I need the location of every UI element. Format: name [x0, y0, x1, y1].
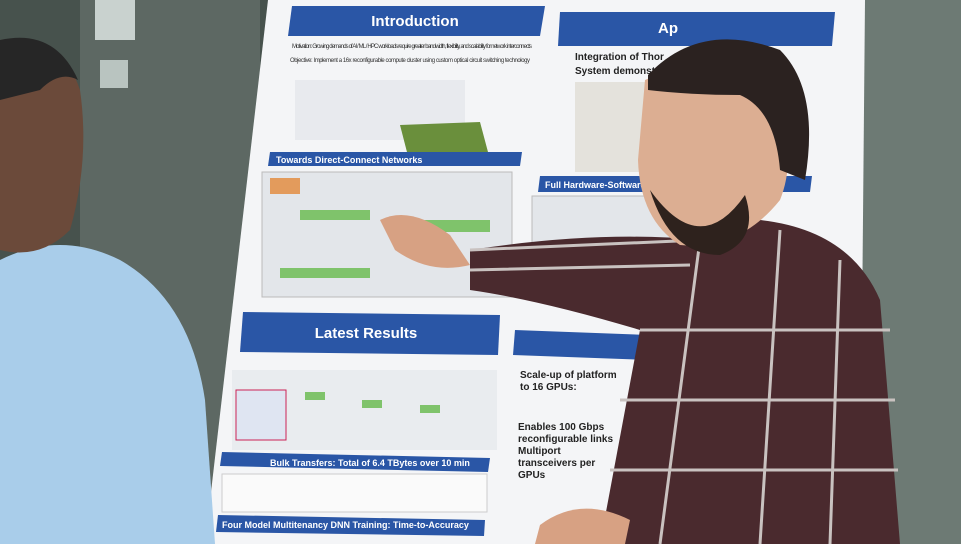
- diagram-box: [280, 268, 370, 278]
- face: [638, 69, 788, 246]
- window-light: [95, 0, 135, 40]
- diagram-box: [420, 405, 440, 413]
- panel-heading: Ap: [658, 20, 678, 37]
- body-text: System demonstrat: [575, 66, 668, 77]
- panel-heading: Latest Results: [315, 325, 418, 342]
- person-right: [380, 39, 900, 544]
- panel-heading: Introduction: [371, 13, 458, 30]
- shirt: [0, 245, 215, 544]
- plaid-lines: [469, 229, 898, 544]
- body-text: Scale-up of platform: [520, 370, 617, 381]
- hand: [380, 215, 470, 268]
- diagram-box: [362, 400, 382, 408]
- body-text: to 16 GPUs:: [520, 382, 577, 393]
- diagram-box: [300, 210, 370, 220]
- panel-heading: Full Hardware-Software: [545, 180, 646, 190]
- body-text: Integration of Thor: [575, 52, 664, 63]
- hair: [648, 39, 810, 181]
- body-text: Motivation: Growing demands of AI / ML /…: [292, 44, 532, 50]
- chip-figure: [400, 122, 488, 156]
- panel-heading: Towards Direct-Connect Networks: [276, 155, 422, 165]
- panel-header: [268, 152, 522, 166]
- plots: [221, 473, 488, 513]
- plaid-shirt: [470, 220, 900, 544]
- panel-heading: Four Model Multitenancy DNN Training: Ti…: [222, 520, 469, 530]
- body-text: Multiport: [518, 446, 561, 457]
- plot: [235, 389, 287, 441]
- hair: [0, 37, 78, 100]
- panel-header: [216, 515, 485, 536]
- panel-header: [288, 6, 545, 36]
- scale-up-panel: Scale-up of platform to 16 GPUs: Enables…: [513, 330, 650, 481]
- diagram-box: [305, 392, 325, 400]
- beard: [650, 190, 750, 255]
- body-text: Objective: Implement a 16x reconfigurabl…: [290, 58, 530, 64]
- panel-header: [513, 330, 650, 360]
- intro-panel: Introduction Motivation: Growing demands…: [288, 6, 545, 156]
- window-light: [100, 60, 128, 88]
- body-text: reconfigurable links: [518, 434, 613, 445]
- body-text: transceivers per: [518, 458, 595, 469]
- body-text: Enables 100 Gbps: [518, 422, 605, 433]
- results-panel: Latest Results Bulk Transfers: Total of …: [216, 312, 500, 536]
- diagram: [575, 82, 645, 172]
- body-text: GPUs: [518, 470, 546, 481]
- panel-heading: Bulk Transfers: Total of 6.4 TBytes over…: [270, 458, 470, 468]
- person-left: [0, 37, 215, 544]
- panel-header: [240, 312, 500, 355]
- panel-header: [220, 452, 490, 472]
- hand: [535, 508, 630, 544]
- diagram-box: [270, 178, 300, 194]
- panel-header: [558, 12, 835, 46]
